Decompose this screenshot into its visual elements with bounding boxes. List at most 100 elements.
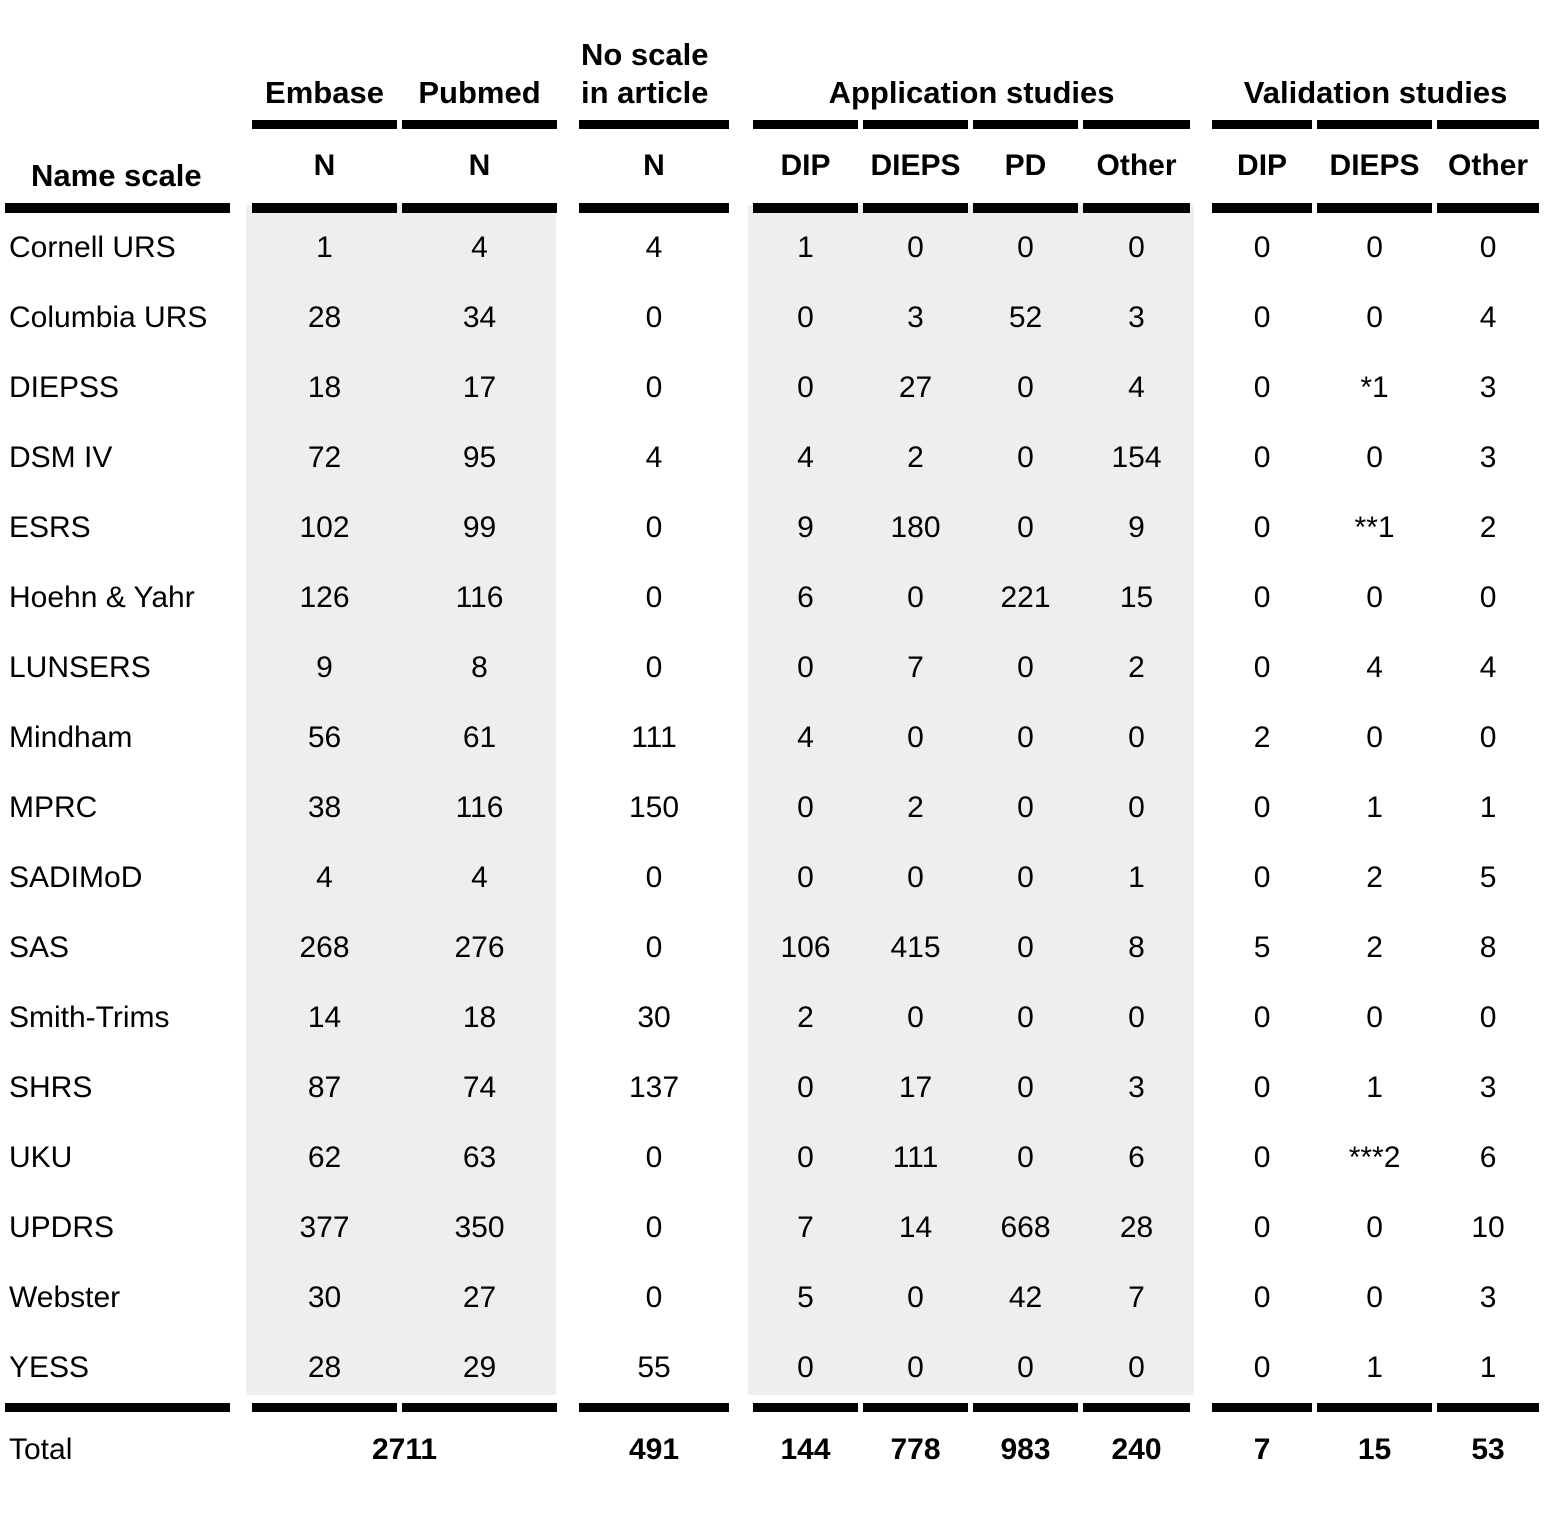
scale-name-cell: Cornell URS — [9, 231, 176, 264]
value-cell: 0 — [645, 511, 663, 544]
value-cell: 137 — [628, 1071, 680, 1104]
value-cell: 55 — [579, 1333, 729, 1412]
total-app-other: 240 — [1111, 1433, 1162, 1466]
value-cell: 4 — [1479, 651, 1497, 684]
value-cell: 0 — [907, 1281, 924, 1314]
column-header-embase: Embase — [265, 75, 384, 110]
value-cell: 5 — [1253, 931, 1271, 964]
total-embase-pubmed: 2711 — [371, 1433, 438, 1466]
scale-name-cell: DSM IV — [9, 441, 113, 474]
total-app-pd: 983 — [1000, 1433, 1051, 1466]
table-row: Columbia URS 28 34 0 0 3 52 3 0 0 4 — [5, 283, 1539, 353]
group-header-validation-studies: Validation studies — [1243, 75, 1508, 110]
value-cell: 154 — [1111, 441, 1162, 474]
value-cell: 4 — [1366, 651, 1383, 684]
table-row: SADIMoD 4 4 0 0 0 0 1 0 2 5 — [5, 843, 1539, 913]
value-cell: 0 — [863, 1333, 968, 1412]
value-cell: 8 — [471, 651, 488, 684]
value-cell: 0 — [1253, 1281, 1271, 1314]
column-header-name-scale: Name scale — [5, 0, 230, 213]
scale-name-cell: SADIMoD — [9, 861, 143, 894]
column-header-pubmed: Pubmed — [418, 75, 541, 110]
value-cell: 34 — [462, 301, 497, 334]
value-cell: 14 — [307, 1001, 342, 1034]
table-row: Mindham 56 61 111 4 0 0 0 2 0 0 — [5, 703, 1539, 773]
table-row: SHRS 87 74 137 0 17 0 3 0 1 3 — [5, 1053, 1539, 1123]
shade-embase-pubmed-columns — [246, 205, 556, 1395]
value-cell: 0 — [1479, 1001, 1497, 1034]
value-cell: 0 — [1017, 721, 1034, 754]
value-cell: **1 — [1354, 511, 1395, 544]
value-cell: 111 — [631, 721, 677, 754]
value-cell: 0 — [797, 651, 814, 684]
value-cell: 0 — [1128, 231, 1145, 264]
value-cell: 0 — [1366, 1001, 1383, 1034]
value-cell: 3 — [907, 301, 924, 334]
value-cell: 0 — [1017, 651, 1034, 684]
value-cell: 0 — [1017, 231, 1034, 264]
value-cell: 415 — [890, 931, 941, 964]
value-cell: 62 — [307, 1141, 342, 1174]
value-cell: 1 — [1128, 861, 1145, 894]
value-cell: 0 — [907, 581, 924, 614]
value-cell: 0 — [1017, 371, 1034, 404]
table-row: LUNSERS 9 8 0 0 7 0 2 0 4 4 — [5, 633, 1539, 703]
value-cell: 0 — [1253, 441, 1271, 474]
value-cell: 4 — [645, 441, 663, 474]
value-cell: 95 — [462, 441, 497, 474]
value-cell: 1 — [1366, 1071, 1383, 1104]
value-cell: 0 — [1017, 861, 1034, 894]
value-cell: 63 — [462, 1141, 497, 1174]
scale-name-cell: ESRS — [9, 511, 91, 544]
value-cell: 1 — [1366, 791, 1383, 824]
table-row: Smith-Trims 14 18 30 2 0 0 0 0 0 0 — [5, 983, 1539, 1053]
value-cell: 28 — [1119, 1211, 1154, 1244]
value-cell: 0 — [1212, 1333, 1313, 1412]
value-cell: 9 — [316, 651, 333, 684]
value-cell: 18 — [462, 1001, 497, 1034]
group-header-application-studies: Application studies — [828, 75, 1115, 110]
value-cell: 99 — [462, 511, 497, 544]
value-cell: 106 — [780, 931, 831, 964]
value-cell: 3 — [1479, 441, 1497, 474]
table-row: DSM IV 72 95 4 4 2 0 154 0 0 3 — [5, 423, 1539, 493]
value-cell: 7 — [907, 651, 924, 684]
value-cell: 0 — [1253, 511, 1271, 544]
value-cell: 0 — [645, 1141, 663, 1174]
value-cell: 0 — [645, 1281, 663, 1314]
subheader-app-other: Other — [1083, 120, 1191, 213]
value-cell: 74 — [462, 1071, 497, 1104]
value-cell: 0 — [797, 861, 814, 894]
value-cell: 27 — [462, 1281, 497, 1314]
value-cell: 17 — [898, 1071, 933, 1104]
value-cell: 0 — [1253, 1001, 1271, 1034]
value-cell: 0 — [1479, 231, 1497, 264]
total-app-dip: 144 — [780, 1433, 831, 1466]
table-row: MPRC 38 116 150 0 2 0 0 0 1 1 — [5, 773, 1539, 843]
total-row: Total 2711 491 144 778 983 240 7 15 53 — [5, 1412, 1539, 1488]
value-cell: 3 — [1479, 1071, 1497, 1104]
value-cell: 0 — [797, 791, 814, 824]
value-cell: 1 — [316, 231, 333, 264]
scale-name-cell: Webster — [9, 1281, 121, 1314]
table-row: YESS 28 29 55 0 0 0 0 0 1 1 — [5, 1333, 1540, 1412]
value-cell: 0 — [1128, 721, 1145, 754]
value-cell: 0 — [1128, 1001, 1145, 1034]
value-cell: 7 — [797, 1211, 814, 1244]
value-cell: 27 — [898, 371, 933, 404]
value-cell: 268 — [299, 931, 350, 964]
value-cell: 0 — [645, 371, 663, 404]
value-cell: 111 — [892, 1141, 939, 1174]
value-cell: 2 — [1479, 511, 1497, 544]
table-row: ESRS 102 99 0 9 180 0 9 0 **1 2 — [5, 493, 1539, 563]
subheader-app-dip: DIP — [753, 120, 858, 213]
total-label: Total — [9, 1433, 73, 1466]
scale-name-cell: LUNSERS — [9, 651, 151, 684]
value-cell: 3 — [1128, 301, 1145, 334]
value-cell: 102 — [299, 511, 350, 544]
shade-application-columns — [748, 205, 1194, 1395]
total-val-other: 53 — [1471, 1433, 1505, 1466]
value-cell: 2 — [1253, 721, 1271, 754]
value-cell: 668 — [1000, 1211, 1051, 1244]
